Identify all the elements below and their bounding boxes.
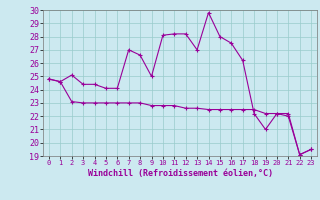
X-axis label: Windchill (Refroidissement éolien,°C): Windchill (Refroidissement éolien,°C) bbox=[87, 169, 273, 178]
